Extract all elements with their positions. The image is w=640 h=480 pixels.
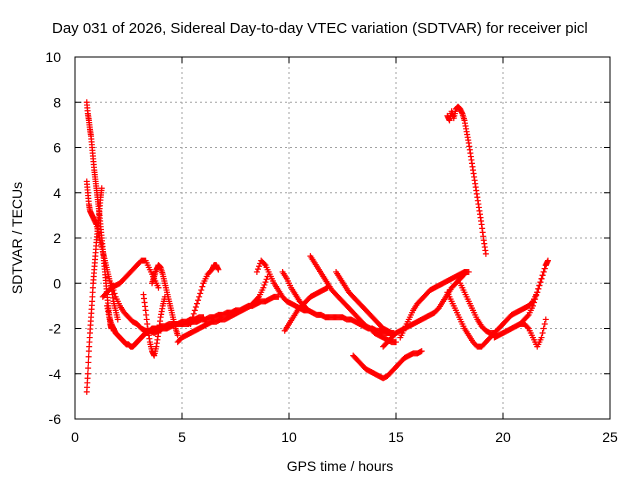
data-point (187, 320, 194, 327)
data-point (537, 279, 544, 286)
x-tick-label: 0 (71, 429, 79, 445)
series-arc-thirteen-low (350, 348, 425, 382)
data-point (98, 185, 105, 192)
data-point (85, 353, 92, 360)
data-point (534, 289, 541, 296)
data-point (111, 290, 118, 297)
series-arc-late-high (444, 103, 489, 257)
series-arc-six-rise (187, 262, 222, 327)
data-point (199, 283, 206, 290)
series-arc-early-rise (83, 185, 105, 395)
series-arc-seventeen-fall (444, 289, 498, 350)
data-point (524, 324, 531, 331)
data-point (540, 325, 547, 332)
data-point (541, 265, 548, 272)
data-point (262, 279, 269, 286)
x-tick-label: 5 (178, 429, 186, 445)
data-point (155, 284, 162, 291)
data-point (114, 316, 121, 323)
y-tick-label: 10 (45, 49, 61, 65)
data-point (254, 294, 261, 301)
grid (75, 57, 610, 419)
data-point (539, 330, 546, 337)
data-point (190, 310, 197, 317)
y-tick-label: -4 (49, 366, 62, 382)
series-arc-early-bump (149, 262, 181, 339)
data-point (529, 302, 536, 309)
data-point (539, 272, 546, 279)
data-point (174, 332, 181, 339)
data-point (542, 316, 549, 323)
data-point (524, 313, 531, 320)
chart-title: Day 031 of 2026, Sidereal Day-to-day VTE… (52, 20, 588, 37)
data-point (188, 317, 195, 324)
data-point (85, 365, 92, 372)
data-point (198, 287, 205, 294)
y-axis-label: SDTVAR / TECUs (9, 182, 25, 294)
series-arc-twelve-fall (333, 268, 395, 337)
y-tick-label: 2 (53, 230, 61, 246)
series-arc-ten-low (281, 284, 331, 334)
data-point (189, 314, 196, 321)
data-point (538, 334, 545, 341)
series-arc-early-hump (99, 257, 162, 300)
data-point (254, 266, 261, 273)
y-tick-label: -6 (49, 411, 62, 427)
data-point (393, 339, 399, 346)
data-point (482, 250, 489, 257)
series-arc-twentyone-rise (517, 257, 551, 327)
data-point (263, 276, 270, 283)
data-point (538, 275, 545, 282)
x-tick-label: 15 (388, 429, 404, 445)
data-point (196, 293, 203, 300)
data-point (256, 263, 263, 270)
data-point (253, 268, 260, 275)
y-tick-label: -2 (49, 321, 62, 337)
data-point (535, 285, 542, 292)
x-axis-label: GPS time / hours (287, 458, 394, 474)
data-point (418, 348, 425, 355)
y-tick-label: 0 (53, 275, 61, 291)
data-points (83, 99, 551, 395)
series-arc-eleven-fall (307, 253, 399, 346)
data-point (215, 266, 222, 273)
data-point (191, 307, 198, 314)
data-point (260, 284, 267, 291)
data-point (544, 257, 551, 264)
data-point (536, 282, 543, 289)
data-point (533, 292, 540, 299)
x-tick-label: 20 (495, 429, 511, 445)
series-arc-early-dip (140, 291, 168, 359)
data-point (261, 281, 268, 288)
data-point (541, 320, 548, 327)
data-point (532, 296, 539, 303)
axis-ticks: 0 5 10 15 20 25 -6 -4 -2 0 2 4 6 8 10 (45, 49, 618, 445)
y-tick-label: 6 (53, 140, 61, 156)
data-point (531, 299, 538, 306)
data-point (85, 359, 92, 366)
data-point (197, 290, 204, 297)
data-point (192, 304, 199, 311)
y-tick-label: 8 (53, 94, 61, 110)
series-arc-low-band (174, 273, 271, 346)
series-arc-fifteen-upper (397, 268, 472, 341)
data-point (84, 370, 91, 377)
x-tick-label: 25 (602, 429, 618, 445)
data-point (465, 268, 472, 275)
x-tick-label: 10 (281, 429, 297, 445)
data-point (195, 297, 202, 304)
y-tick-label: 4 (53, 185, 61, 201)
data-point (261, 261, 268, 268)
data-point (540, 268, 547, 275)
data-point (193, 300, 200, 307)
